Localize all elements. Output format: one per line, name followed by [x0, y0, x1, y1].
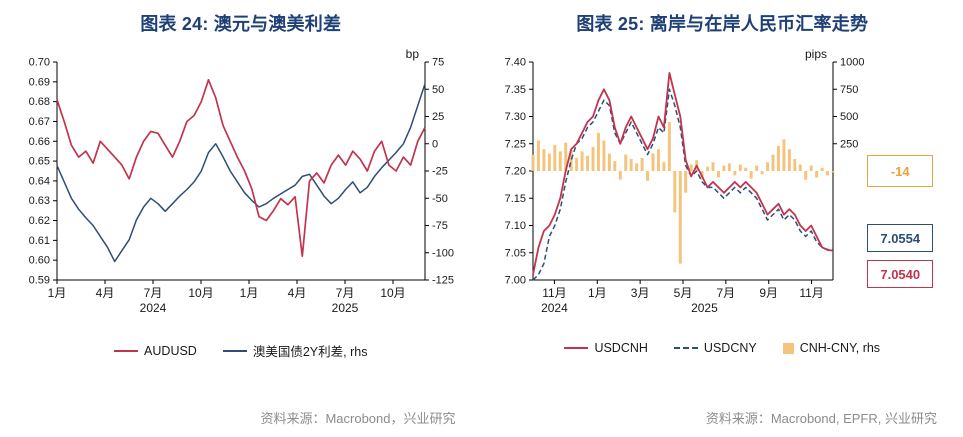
legend-item-audusd: AUDUSD [114, 344, 197, 358]
legend-item-usdcnh: USDCNH [564, 341, 648, 355]
svg-text:50: 50 [432, 84, 444, 96]
legend-item-usdcny: USDCNY [673, 341, 757, 355]
chart-24-canvas: 0.70 0.69 0.68 0.67 0.66 0.65 0.64 0.63 0.62 0.61… [28, 47, 454, 315]
svg-text:11月: 11月 [800, 286, 824, 300]
svg-text:1月: 1月 [588, 286, 607, 300]
svg-text:7.30: 7.30 [505, 111, 526, 123]
svg-text:pips: pips [805, 47, 827, 61]
svg-text:0.63: 0.63 [28, 195, 49, 207]
chart-25-source: 资料来源：Macrobond, EPFR, 兴业研究 [705, 411, 937, 426]
svg-text:0.66: 0.66 [28, 136, 49, 148]
usdcnh-value-callout: 7.0540 [867, 260, 934, 288]
svg-text:-100: -100 [432, 247, 454, 259]
svg-text:bp: bp [405, 47, 419, 61]
svg-text:7.40: 7.40 [505, 57, 526, 69]
panel-chart-24: 图表 24: 澳元与澳美利差 0.70 0.69 0.68 0.67 0.66 0.65 0… [11, 14, 471, 426]
svg-text:250: 250 [840, 138, 858, 150]
svg-text:7月: 7月 [335, 286, 354, 300]
svg-text:10月: 10月 [188, 286, 213, 300]
svg-text:75: 75 [432, 57, 444, 69]
chart-24-wrap: 0.70 0.69 0.68 0.67 0.66 0.65 0.64 0.63 0.62 0.61… [11, 44, 471, 329]
svg-text:2025: 2025 [331, 301, 358, 315]
svg-text:500: 500 [840, 111, 858, 123]
svg-text:0: 0 [432, 138, 438, 150]
svg-text:7.10: 7.10 [505, 220, 526, 232]
svg-text:0.69: 0.69 [28, 76, 49, 88]
svg-text:2024: 2024 [139, 301, 166, 315]
svg-text:7.35: 7.35 [505, 84, 526, 96]
chart-25-legend: USDCNH USDCNY CNH-CNY, rhs [564, 341, 880, 355]
svg-text:2025: 2025 [691, 301, 718, 315]
svg-text:0.59: 0.59 [28, 275, 49, 287]
chart-25-canvas: 7.40 7.35 7.30 7.25 7.20 7.15 7.10 7.05 7.00 1000… [505, 47, 865, 315]
legend-label-au-us-2y-spread: 澳美国债2Y利差, rhs [252, 345, 368, 359]
svg-text:7.05: 7.05 [505, 247, 526, 259]
legend-label-usdcny: USDCNY [703, 341, 757, 355]
svg-text:0.62: 0.62 [28, 215, 49, 227]
svg-text:4月: 4月 [287, 286, 306, 300]
svg-text:0.64: 0.64 [28, 175, 49, 187]
chart-24-source: 资料来源：Macrobond，兴业研究 [260, 411, 456, 426]
svg-text:25: 25 [432, 111, 444, 123]
legend-label-cnh-cny-spread: CNH-CNY, rhs [799, 341, 881, 355]
svg-text:7.20: 7.20 [505, 166, 526, 178]
chart-24-title: 图表 24: 澳元与澳美利差 [140, 14, 342, 34]
svg-text:0.65: 0.65 [28, 156, 49, 168]
svg-text:7.15: 7.15 [505, 193, 526, 205]
chart-25-title: 图表 25: 离岸与在岸人民币汇率走势 [576, 14, 869, 34]
svg-text:0.68: 0.68 [28, 96, 49, 108]
svg-text:5月: 5月 [674, 286, 693, 300]
usdcny-value-callout: 7.0554 [867, 224, 934, 252]
svg-text:4月: 4月 [95, 286, 114, 300]
legend-label-audusd: AUDUSD [144, 343, 197, 358]
svg-text:3月: 3月 [631, 286, 650, 300]
svg-text:2024: 2024 [541, 301, 568, 315]
svg-text:11月: 11月 [542, 286, 566, 300]
svg-text:7.00: 7.00 [505, 275, 526, 287]
svg-text:10月: 10月 [380, 286, 405, 300]
usdcnh-line-swatch-icon [564, 347, 589, 349]
cnh-cny-bar-swatch-icon [782, 342, 794, 354]
svg-text:750: 750 [840, 84, 858, 96]
legend-label-usdcnh: USDCNH [594, 341, 648, 355]
svg-text:1000: 1000 [840, 57, 864, 69]
svg-text:-75: -75 [432, 220, 448, 232]
svg-text:1月: 1月 [47, 286, 66, 300]
svg-text:0.61: 0.61 [28, 235, 49, 247]
chart-25-wrap: 7.40 7.35 7.30 7.25 7.20 7.15 7.10 7.05 7.00 1000… [487, 44, 957, 329]
svg-text:-125: -125 [432, 275, 454, 287]
svg-text:1月: 1月 [239, 286, 258, 300]
svg-text:-25: -25 [432, 166, 448, 178]
legend-item-cnh-cny-spread: CNH-CNY, rhs [782, 341, 881, 355]
chart-24-legend: AUDUSD 澳美国债2Y利差, rhs [114, 341, 367, 360]
svg-text:0.70: 0.70 [28, 57, 49, 69]
panel-chart-25: 图表 25: 离岸与在岸人民币汇率走势 7.40 7.35 7.30 7.25 7.20… [482, 0, 963, 437]
svg-text:-50: -50 [432, 193, 448, 205]
svg-text:9月: 9月 [760, 286, 779, 300]
legend-item-au-us-2y-spread: 澳美国债2Y利差, rhs [222, 341, 368, 360]
usdcny-dashed-line-swatch-icon [673, 347, 698, 349]
spread-line-swatch-icon [222, 349, 247, 352]
svg-text:0.60: 0.60 [28, 255, 49, 267]
svg-text:7.25: 7.25 [505, 138, 526, 150]
svg-text:7月: 7月 [143, 286, 162, 300]
svg-text:0.67: 0.67 [28, 116, 49, 128]
audusd-line-swatch-icon [114, 349, 139, 352]
svg-text:7月: 7月 [717, 286, 736, 300]
cnh-cny-spread-callout: -14 [867, 155, 934, 187]
